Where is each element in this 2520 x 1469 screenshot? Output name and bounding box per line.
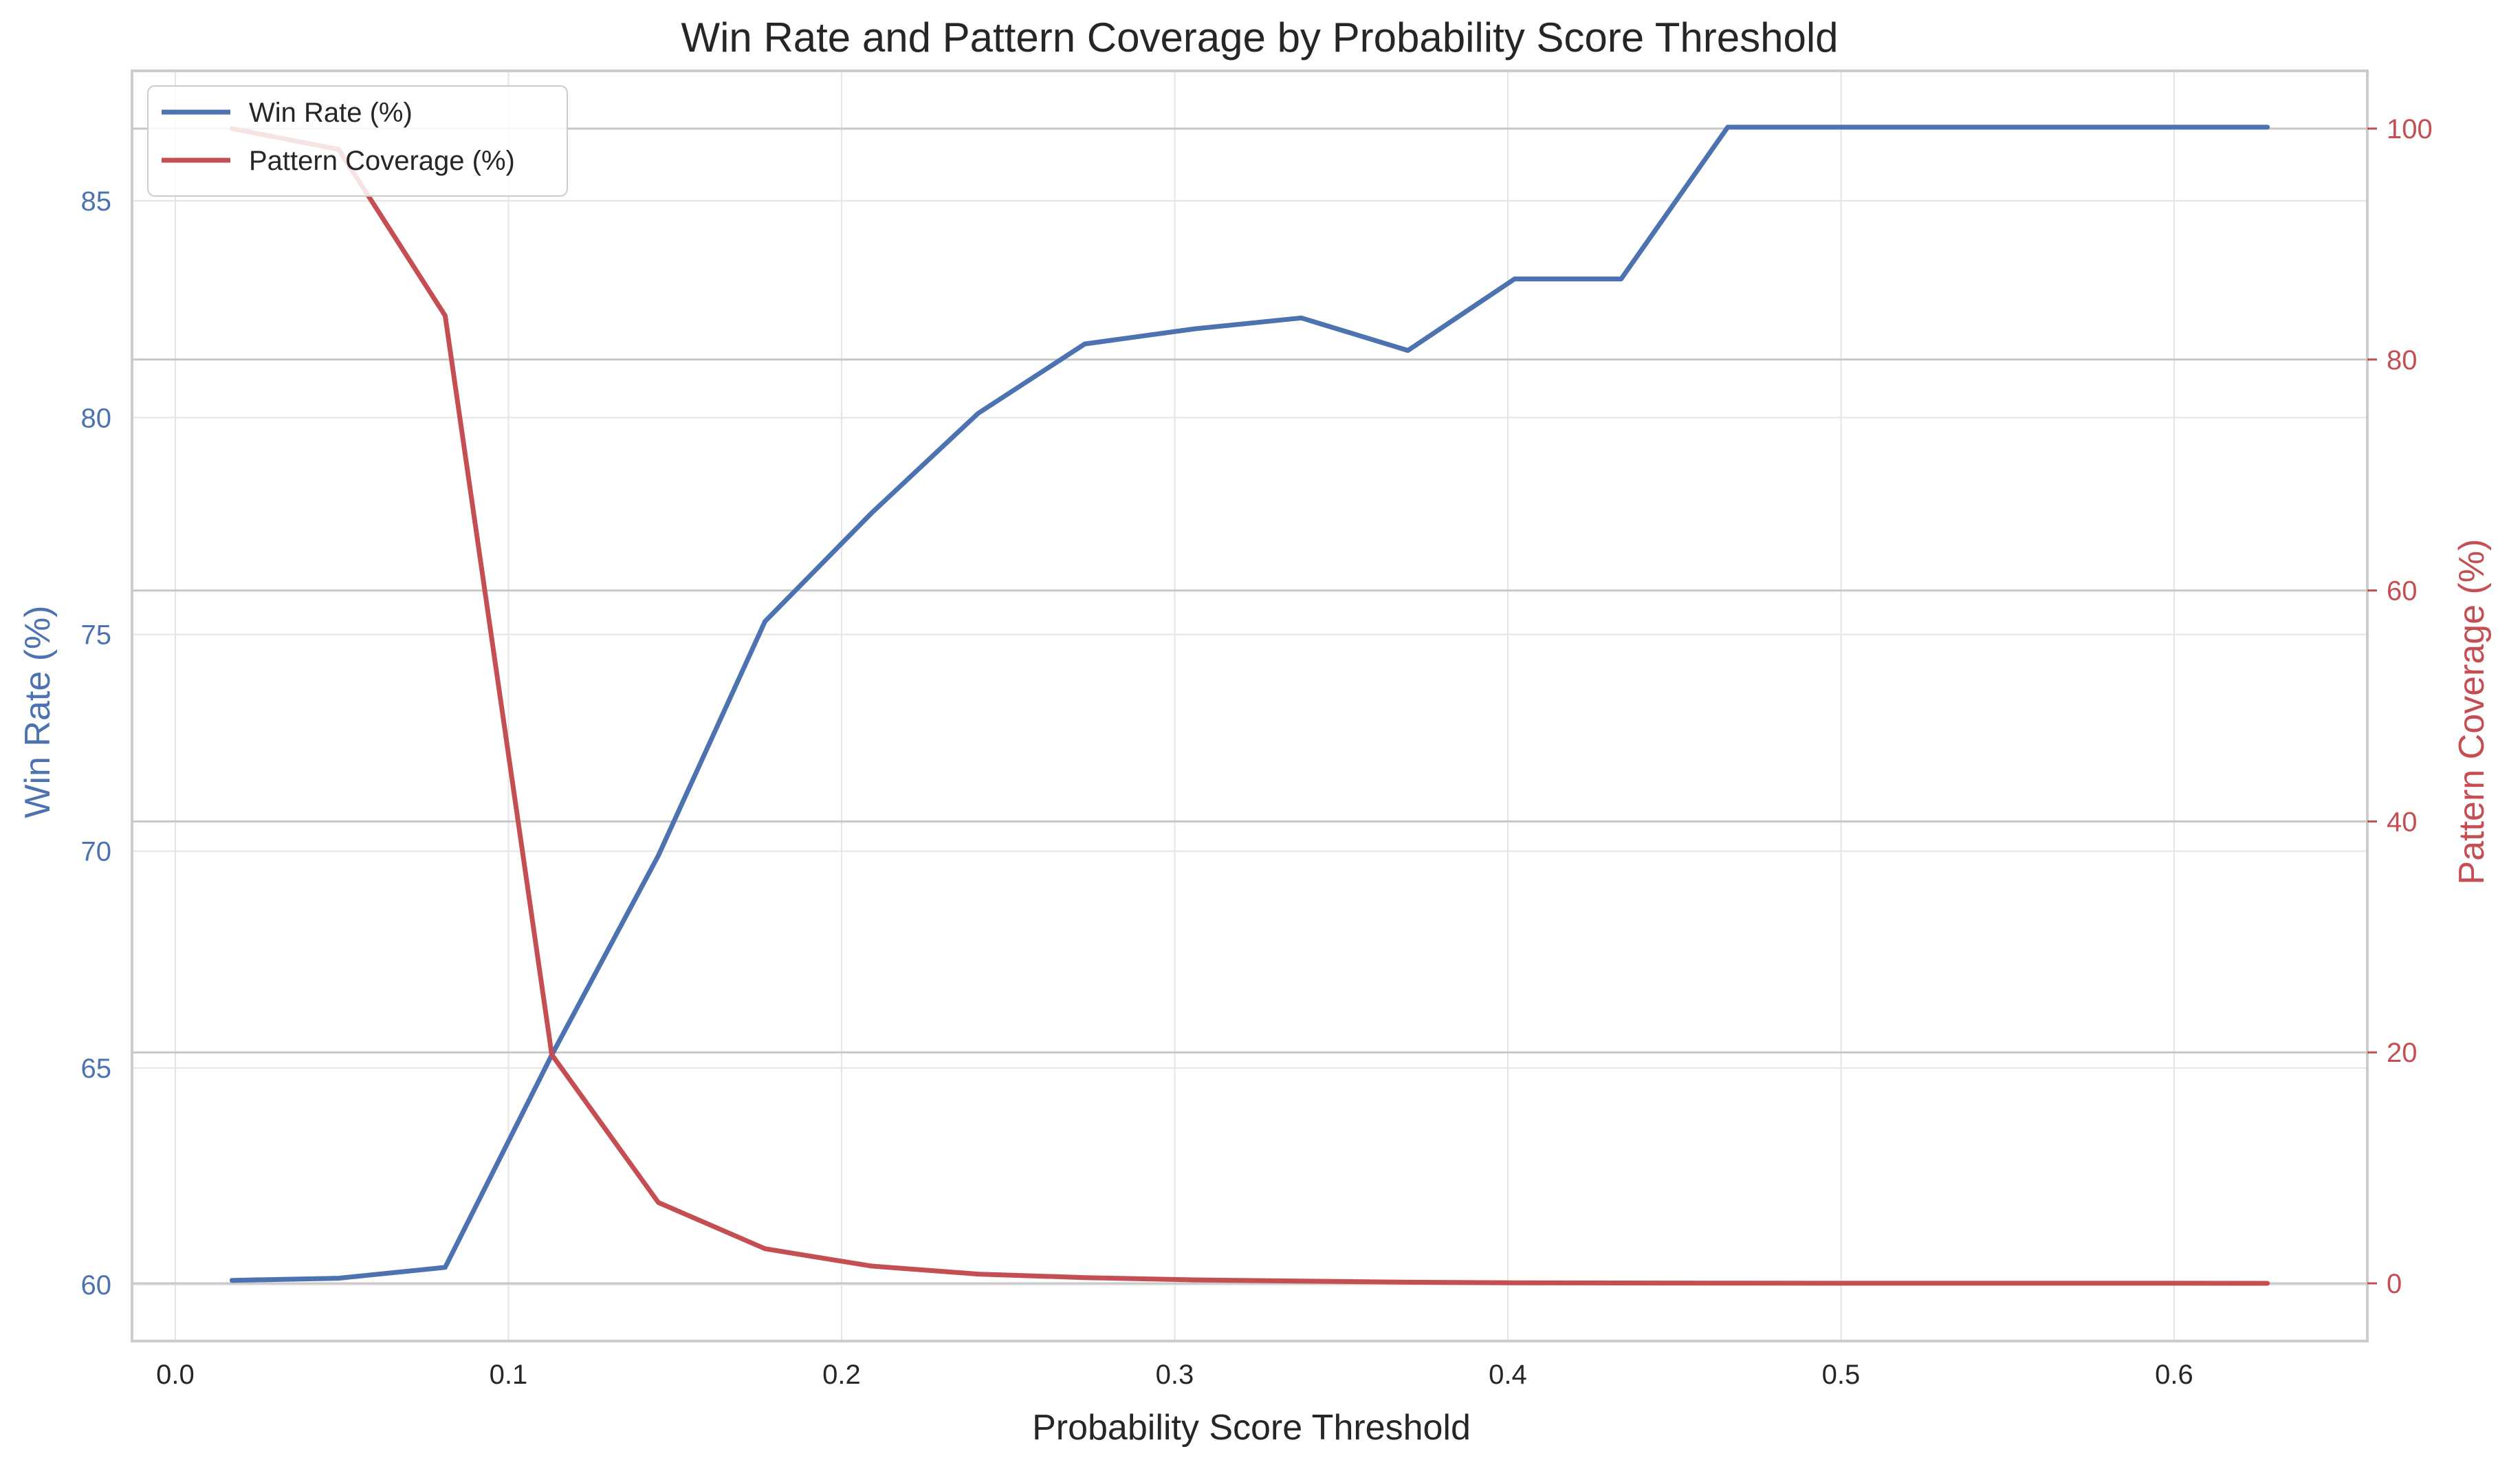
y-right-tick-label: 80	[2387, 345, 2418, 376]
y-right-tick-label: 60	[2387, 576, 2418, 607]
x-tick-label: 0.2	[822, 1360, 861, 1390]
y-left-tick-label: 75	[81, 620, 112, 650]
legend: Win Rate (%) Pattern Coverage (%)	[147, 85, 568, 197]
y-right-tick-label: 100	[2387, 114, 2433, 144]
x-tick-label: 0.0	[156, 1360, 195, 1390]
x-tick-label: 0.4	[1489, 1360, 1527, 1390]
legend-box	[147, 85, 568, 197]
y-right-tick-label: 40	[2387, 807, 2418, 837]
chart-title: Win Rate and Pattern Coverage by Probabi…	[681, 14, 1838, 61]
x-tick-label: 0.6	[2155, 1360, 2193, 1390]
y-left-tick-label: 85	[81, 186, 112, 217]
legend-label-pattern-coverage: Pattern Coverage (%)	[249, 146, 515, 176]
legend-label-win-rate: Win Rate (%)	[249, 98, 413, 128]
series-line-pattern-coverage	[229, 126, 2270, 1286]
y-left-tick-label: 70	[81, 837, 112, 867]
y-right-tick-label: 20	[2387, 1038, 2418, 1068]
x-tick-label: 0.3	[1156, 1360, 1194, 1390]
grid	[132, 71, 2367, 1341]
plot-frame	[131, 69, 2369, 1342]
y-left-tick-label: 65	[81, 1054, 112, 1084]
x-axis-title: Probability Score Threshold	[1032, 1408, 1471, 1448]
plot-border	[131, 69, 2369, 1342]
y-left-tick-label: 60	[81, 1270, 112, 1301]
series-lines	[229, 124, 2270, 1286]
y-axis-right-title: Pattern Coverage (%)	[2452, 539, 2492, 885]
tick-labels: 0.0 0.1 0.2 0.3 0.4 0.5 0.6 60 65 70 75 80 85 0 20 40 60…	[81, 114, 2433, 1390]
y-axis-left-title: Win Rate (%)	[18, 605, 58, 818]
y-left-tick-label: 80	[81, 403, 112, 433]
series-line-win-rate	[229, 124, 2270, 1283]
x-tick-label: 0.1	[490, 1360, 528, 1390]
y-right-tick-label: 0	[2387, 1269, 2402, 1299]
x-tick-label: 0.5	[1822, 1360, 1861, 1390]
